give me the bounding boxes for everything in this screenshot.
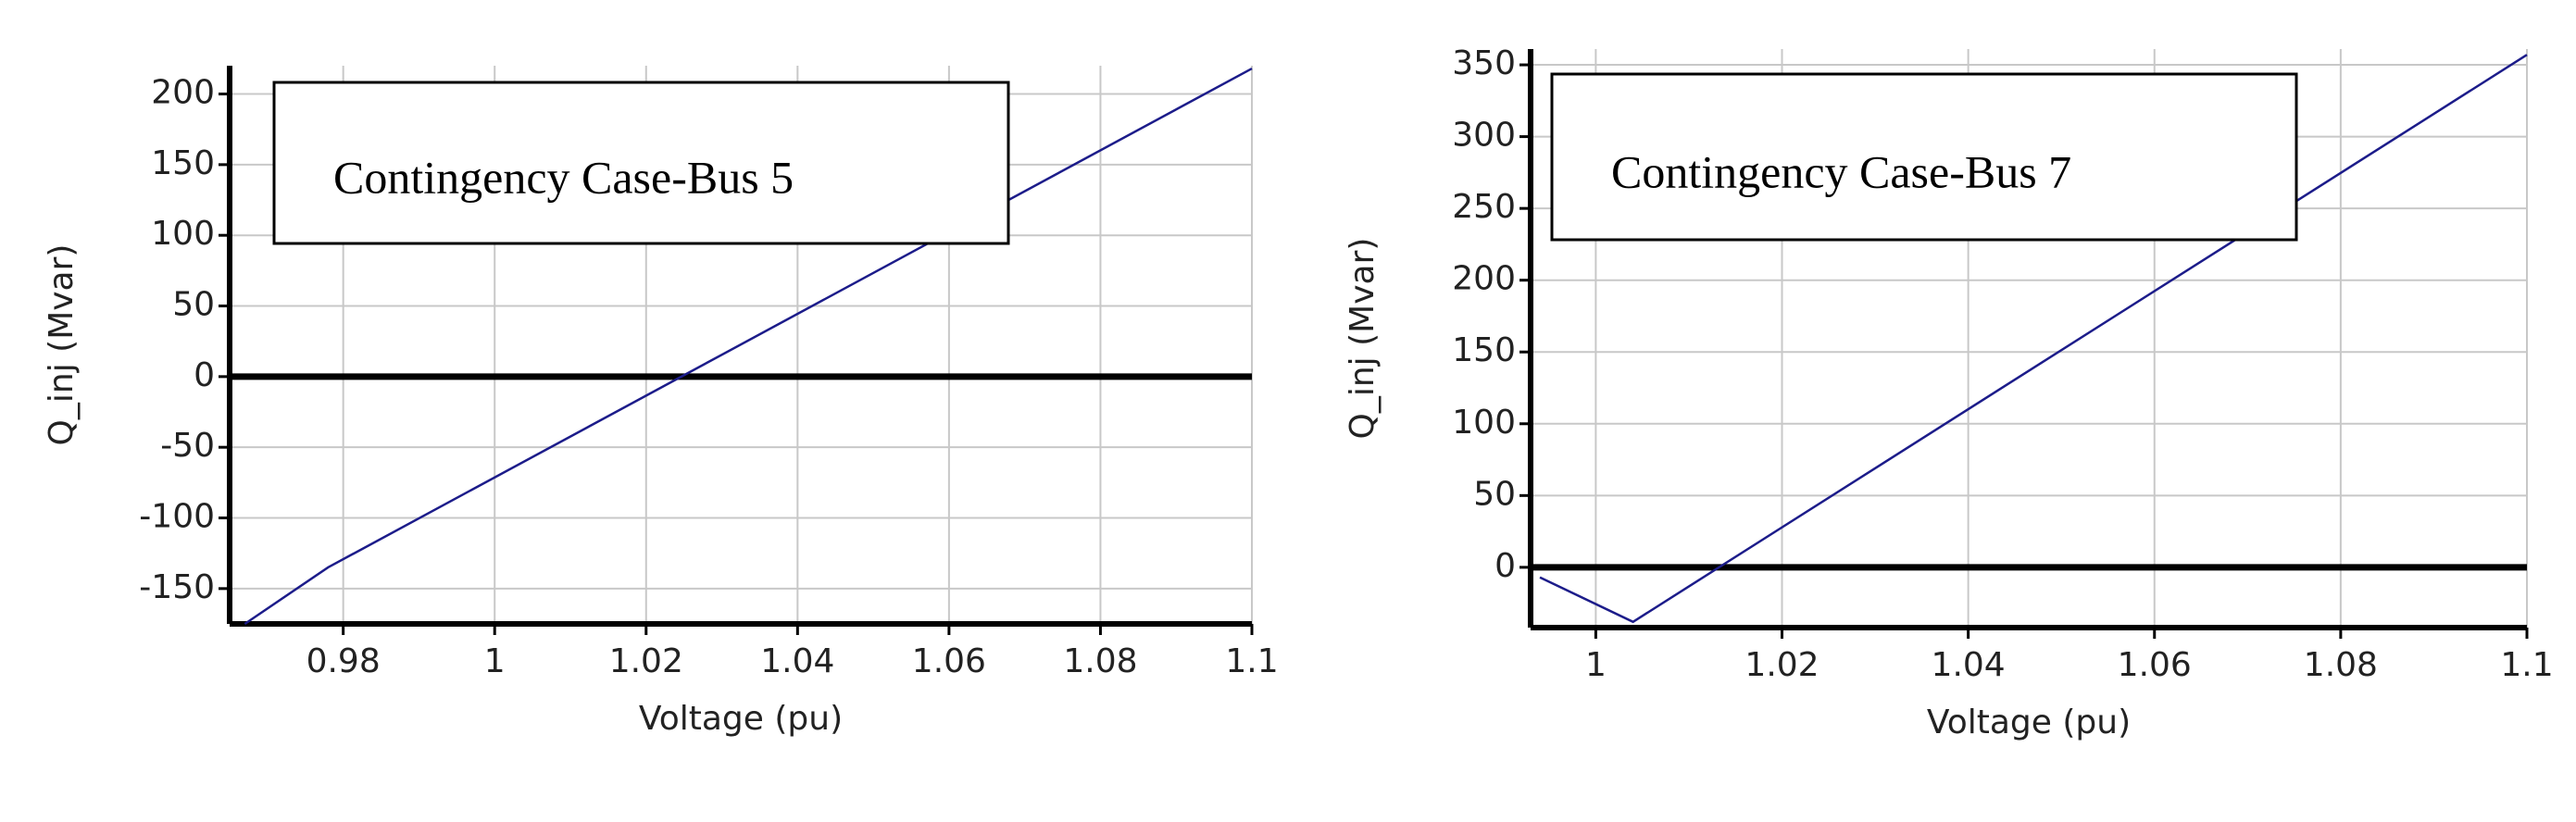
y-tick-label: 250 xyxy=(1452,188,1516,226)
y-tick-label: 150 xyxy=(1452,331,1516,369)
y-tick-label: -50 xyxy=(160,427,215,465)
y-tick-label: 50 xyxy=(172,286,215,324)
x-tick-label: 1 xyxy=(484,642,506,680)
chart: 0 50 100 150 200 250 300 350 1 1.02 1.04 1.06 1.08 1.… xyxy=(1344,44,2554,741)
annotation-box xyxy=(1550,72,2298,242)
annotation-box xyxy=(272,81,1010,245)
y-tick-label: -150 xyxy=(139,568,215,606)
x-tick-label: 1 xyxy=(1585,646,1607,684)
x-tick-label: 1.04 xyxy=(760,642,834,680)
x-tick-label: 1.04 xyxy=(1932,646,2006,684)
x-tick-label: 1.1 xyxy=(1225,642,1278,680)
y-tick-label: 0 xyxy=(1494,547,1516,585)
y-tick-label: 200 xyxy=(151,74,215,112)
y-tick-label: 200 xyxy=(1452,260,1516,298)
y-axis-label: Q_inj (Mvar) xyxy=(1344,238,1382,440)
x-tick-label: 1.02 xyxy=(609,642,683,680)
y-tick-label: 0 xyxy=(194,356,215,394)
y-tick-label: 300 xyxy=(1452,117,1516,155)
y-tick-label: 50 xyxy=(1473,475,1516,513)
annotation: Contingency Case-Bus 5 xyxy=(333,151,794,203)
y-tick-label: 100 xyxy=(151,215,215,253)
chart: -150 -100 -50 0 50 100 150 200 0.98 1 1.02 1.04 1.06… xyxy=(43,66,1279,738)
x-tick-label: 1.02 xyxy=(1744,646,1819,684)
x-tick-label: 1.08 xyxy=(1063,642,1137,680)
y-tick-label: 350 xyxy=(1452,44,1516,82)
annotation: Contingency Case-Bus 7 xyxy=(1611,145,2071,197)
y-axis-label: Q_inj (Mvar) xyxy=(43,244,81,446)
y-tick-label: 100 xyxy=(1452,404,1516,442)
x-tick-label: 1.06 xyxy=(2118,646,2192,684)
y-tick-label: 150 xyxy=(151,144,215,182)
x-tick-label: 1.06 xyxy=(912,642,986,680)
x-tick-label: 0.98 xyxy=(306,642,381,680)
x-tick-label: 1.1 xyxy=(2500,646,2553,684)
x-axis-label: Voltage (pu) xyxy=(1927,704,2131,741)
y-tick-label: -100 xyxy=(139,498,215,536)
x-axis-label: Voltage (pu) xyxy=(639,700,843,738)
x-tick-label: 1.08 xyxy=(2304,646,2378,684)
data-line xyxy=(1539,54,2528,624)
